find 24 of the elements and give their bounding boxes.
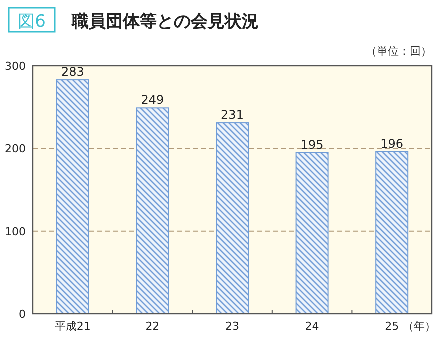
y-tick-label: 0 [19,308,26,321]
data-label: 249 [141,93,164,108]
data-label: 283 [61,65,84,80]
chart-title: 職員団体等との会見状況 [71,12,259,32]
data-label: 231 [221,108,244,122]
x-tick-label: 23 [226,320,240,333]
caption: 図6 [18,12,46,32]
bar [136,108,170,314]
bar [216,122,249,314]
figure-label: 図6 [8,7,56,33]
x-tick-label: 25 [385,320,400,333]
y-tick-label: 200 [5,142,26,156]
y-axis-title: （単位：回） [366,45,432,58]
y-tick-label: 100 [5,225,26,238]
x-tick-label: 22 [146,320,160,333]
data-label: 196 [380,136,404,151]
bar [296,152,329,314]
y-tick-label: 300 [5,60,26,73]
x-tick-label: 平成21 [54,320,91,333]
data-label: 195 [300,138,324,152]
bar [376,151,409,314]
x-axis-title: （年） [403,320,436,333]
x-tick-label: 24 [305,320,320,333]
bar [56,80,90,314]
